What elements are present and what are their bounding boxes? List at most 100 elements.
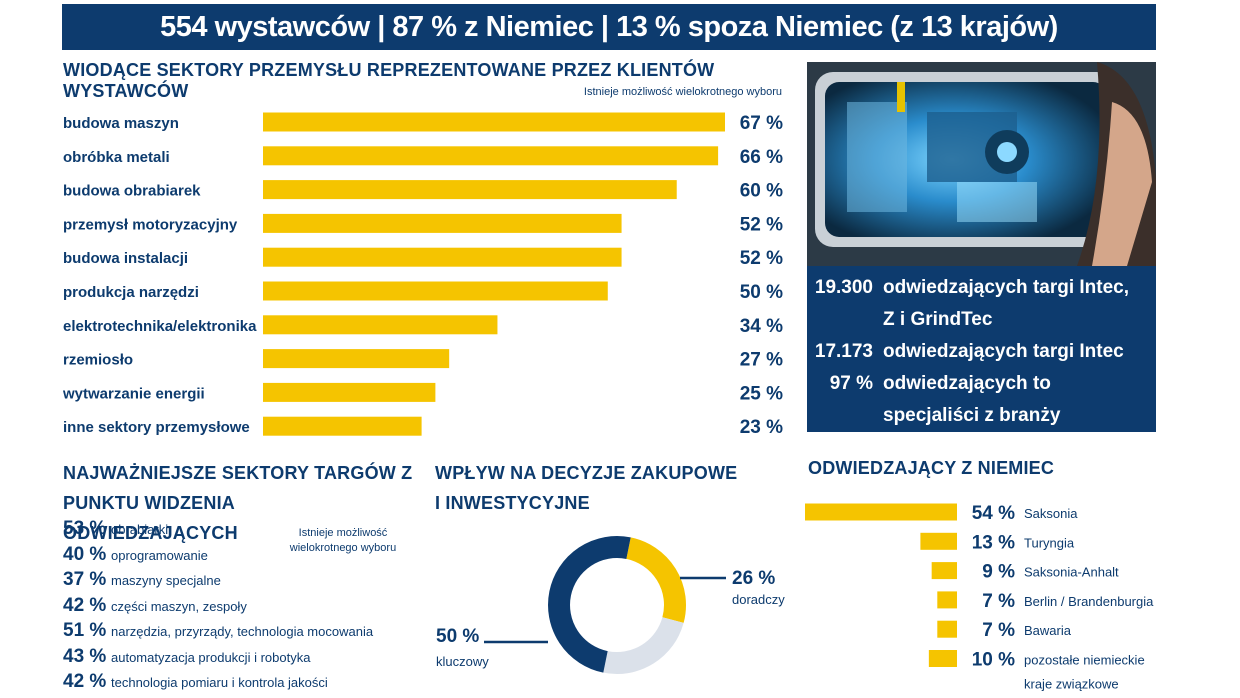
list-item-label: części maszyn, zespoły <box>111 598 247 614</box>
banner-exhibitors: 554 wystawców <box>160 10 370 43</box>
donut-category-label: kluczowy <box>436 654 489 669</box>
region-bar <box>805 503 957 521</box>
list-item-pct: 43 % <box>63 645 107 667</box>
list-item-label: automatyzacja produkcji i robotyka <box>111 649 311 665</box>
sector-label: obróbka metali <box>63 149 170 166</box>
sector-label: przemysł motoryzacyjny <box>63 216 238 233</box>
region-label: Saksonia-Anhalt <box>1024 565 1119 580</box>
donut-category-label: doradczy <box>732 592 785 607</box>
sector-label: budowa maszyn <box>63 115 179 132</box>
region-value-label: 7 % <box>982 591 1015 612</box>
region-value-label: 54 % <box>972 503 1015 524</box>
stat-text: odwiedzających targi Intec <box>883 341 1124 362</box>
sector-label: budowa obrabiarek <box>63 183 201 200</box>
banner-germany: 87 % z Niemiec <box>392 10 594 43</box>
list-item-pct: 53 % <box>63 518 107 539</box>
stat-text-line: odwiedzających to <box>883 373 1051 394</box>
sector-value-label: 23 % <box>740 417 783 438</box>
note-line: Istnieje możliwość <box>298 527 388 539</box>
sector-bar <box>263 180 677 200</box>
sector-label: inne sektory przemysłowe <box>63 419 250 436</box>
sectors-chart-svg: budowa maszyn 67 % obróbka metali 66 % budow… <box>63 112 783 438</box>
list-item-label: technologia pomiaru i kontrola jakości <box>111 675 328 690</box>
visitor-sectors-title-line: NAJWAŻNIEJSZE SEKTORY TARGÓW Z <box>63 463 413 483</box>
stat-text: odwiedzających to specjaliści z branży <box>883 368 1156 432</box>
list-item-pct: 51 % <box>63 620 107 641</box>
sectors-title: WIODĄCE SEKTORY PRZEMYSŁU REPREZENTOWANE… <box>63 60 715 101</box>
influence-donut-chart: 26 % doradczy 50 % kluczowy <box>430 530 790 698</box>
sector-value-label: 67 % <box>740 113 783 134</box>
list-item-label: narzędzia, przyrządy, technologia mocowa… <box>111 624 374 639</box>
stat-number: 17.173 <box>814 341 873 362</box>
list-item: 53 % obrabiarki <box>63 518 423 544</box>
sector-value-label: 50 % <box>740 282 783 303</box>
list-item-label: maszyny specjalne <box>111 573 221 588</box>
sector-bar <box>263 416 422 436</box>
list-item-pct: 42 % <box>63 671 107 692</box>
region-bar <box>937 620 957 638</box>
list-item-pct: 40 % <box>63 543 107 565</box>
influence-title-line: WPŁYW NA DECYZJE ZAKUPOWE <box>435 463 738 483</box>
machine-photo-image <box>807 62 1156 266</box>
sector-label: elektrotechnika/elektronika <box>63 318 257 335</box>
region-bar <box>928 650 957 667</box>
sector-value-label: 34 % <box>740 316 783 337</box>
region-value-label: 10 % <box>972 650 1015 671</box>
list-item: 51 % narzędzia, przyrządy, technologia mo… <box>63 620 423 646</box>
sector-value-label: 52 % <box>740 248 783 269</box>
region-value-label: 7 % <box>982 620 1015 641</box>
sector-bar <box>263 213 622 233</box>
region-bar <box>920 532 957 550</box>
region-value-label: 13 % <box>972 532 1015 553</box>
region-label: kraje związkowe <box>1024 677 1119 692</box>
list-item: 40 % oprogramowanie <box>63 544 423 570</box>
visitor-sectors-note: Istnieje możliwość wielokrotnego wyboru <box>268 526 418 556</box>
region-label: pozostałe niemieckie <box>1024 653 1145 668</box>
sector-label: budowa instalacji <box>63 250 188 267</box>
sectors-note: Istnieje możliwość wielokrotnego wyboru <box>583 86 782 98</box>
banner-separator: | <box>600 10 609 43</box>
stat-row: 19.300 odwiedzających targi Intec, Z i G… <box>807 272 1156 336</box>
sectors-bar-chart: budowa maszyn 67 % obróbka metali 66 % budow… <box>63 106 785 442</box>
influence-title: WPŁYW NA DECYZJE ZAKUPOWE I INWESTYCYJNE <box>435 458 765 518</box>
visitor-sectors-list: 53 % obrabiarki 40 % oprogramowanie 37 % ma… <box>63 518 423 697</box>
influence-title-line: I INWESTYCYJNE <box>435 493 590 513</box>
region-bar <box>931 562 957 580</box>
stat-text-line: Z i GrindTec <box>883 309 993 330</box>
visitor-sectors-title-line: PUNKTU WIDZENIA ODWIEDZAJĄCYCH <box>63 493 238 543</box>
donut-slice-kluczowy <box>548 536 631 673</box>
donut-svg: 26 % doradczy 50 % kluczowy <box>436 536 785 674</box>
stat-row: 97 % odwiedzających to specjaliści z bra… <box>807 368 1156 432</box>
list-item-pct: 42 % <box>63 594 107 616</box>
list-item-label: oprogramowanie <box>111 547 208 563</box>
german-visitors-chart: 54 % Saksonia 13 % Turyngia 9 % Saksonia-Anha… <box>800 500 1180 698</box>
sector-value-label: 27 % <box>740 350 783 371</box>
banner-separator: | <box>377 10 385 43</box>
region-label: Berlin / Brandenburgia <box>1024 594 1154 609</box>
stat-number: 97 % <box>829 373 873 394</box>
donut-value-label: 26 % <box>732 568 775 589</box>
sector-value-label: 66 % <box>740 147 783 168</box>
sector-bar <box>263 315 498 335</box>
sector-bar <box>263 146 719 166</box>
list-item-pct: 37 % <box>63 569 107 590</box>
list-item: 43 % automatyzacja produkcji i robotyka <box>63 646 423 672</box>
region-label: Turyngia <box>1024 535 1075 550</box>
sector-bar <box>263 349 450 369</box>
sector-label: rzemiosło <box>63 352 133 369</box>
banner-foreign: 13 % spoza Niemiec (z 13 krajów) <box>616 10 1058 43</box>
list-item: 42 % części maszyn, zespoły <box>63 595 423 621</box>
sector-value-label: 52 % <box>740 214 783 235</box>
visitor-sectors-title: NAJWAŻNIEJSZE SEKTORY TARGÓW Z PUNKTU WI… <box>63 458 413 548</box>
region-value-label: 9 % <box>982 562 1015 583</box>
sector-bar <box>263 281 608 301</box>
stat-number: 19.300 <box>814 277 873 298</box>
sector-bar <box>263 112 725 132</box>
stat-row: 17.173 odwiedzających targi Intec <box>807 336 1156 368</box>
donut-value-label: 50 % <box>436 626 479 647</box>
german-visitors-svg: 54 % Saksonia 13 % Turyngia 9 % Saksonia-Anha… <box>805 503 1154 692</box>
sector-value-label: 60 % <box>740 181 783 202</box>
region-label: Saksonia <box>1024 506 1078 521</box>
sector-value-label: 25 % <box>740 383 783 404</box>
donut-slice-pozostałe <box>603 616 684 674</box>
